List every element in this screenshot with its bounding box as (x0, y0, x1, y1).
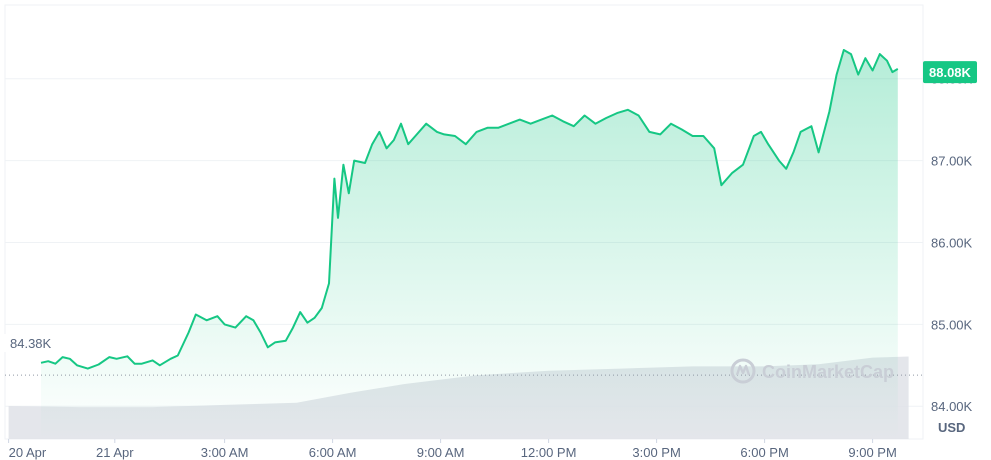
y-tick-label: 87.00K (931, 154, 973, 169)
watermark-text: CoinMarketCap (762, 362, 894, 382)
x-tick-label: 3:00 AM (201, 445, 249, 460)
current-price-tag: 88.08K (923, 61, 977, 84)
x-tick-label: 20 Apr (9, 445, 47, 460)
x-tick-label: 6:00 AM (309, 445, 357, 460)
x-tick-label: 21 Apr (96, 445, 134, 460)
price-area-shape (41, 50, 898, 439)
open-price-text: 84.38K (10, 336, 52, 351)
x-tick-label: 9:00 AM (417, 445, 465, 460)
price-series-line (40, 49, 899, 370)
watermark: CoinMarketCap (730, 358, 894, 384)
coinmarketcap-logo-icon (730, 358, 756, 384)
price-line (40, 49, 899, 370)
x-axis: 20 Apr 21 Apr 3:00 AM 6:00 AM 9:00 AM 12:00 P… (8, 439, 897, 460)
x-tick-label: 3:00 PM (632, 445, 680, 460)
y-tick-label: 84.00K (931, 399, 973, 414)
price-area-fill (41, 50, 898, 439)
x-tick-label: 6:00 PM (740, 445, 788, 460)
x-tick-label: 9:00 PM (848, 445, 896, 460)
y-tick-label: 85.00K (931, 317, 973, 332)
current-price-text: 88.08K (929, 65, 972, 80)
y-tick-label: 86.00K (931, 235, 973, 250)
y-axis-unit: USD (938, 420, 965, 435)
x-tick-label: 12:00 PM (521, 445, 577, 460)
open-price-label: 84.38K (4, 334, 60, 352)
